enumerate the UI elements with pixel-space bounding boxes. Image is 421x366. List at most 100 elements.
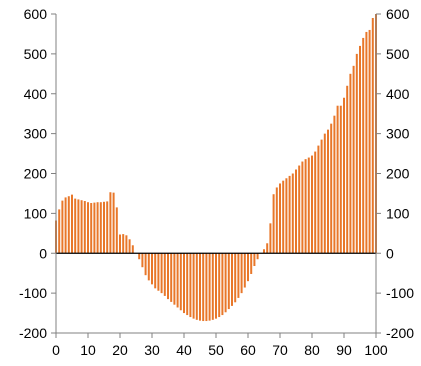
bar: [355, 53, 358, 254]
bar: [157, 253, 160, 291]
x-tick-label: 80: [304, 342, 320, 358]
bar: [327, 129, 329, 254]
bar: [275, 187, 278, 254]
bar: [186, 253, 189, 316]
bar: [362, 37, 365, 254]
bar: [131, 245, 134, 254]
bar: [119, 234, 121, 254]
bar: [61, 200, 64, 254]
bar: [359, 45, 361, 254]
bar: [240, 253, 243, 294]
bar: [163, 253, 166, 296]
bar: [77, 199, 80, 254]
x-tick-label: 30: [144, 342, 160, 358]
y-tick-label-right: -100: [386, 285, 414, 301]
bar: [218, 253, 221, 318]
bar: [320, 139, 323, 254]
bar: [307, 157, 310, 254]
bar: [279, 183, 281, 254]
bar: [349, 73, 352, 254]
bar: [192, 253, 195, 319]
x-tick-label: 90: [336, 342, 352, 358]
bar: [311, 155, 313, 254]
bar: [160, 253, 163, 294]
y-tick-label-left: 600: [24, 6, 48, 22]
bar: [58, 209, 61, 254]
bar: [71, 194, 73, 254]
y-tick-label-left: 500: [24, 46, 48, 62]
bar: [339, 105, 342, 254]
y-tick-label-right: 300: [386, 126, 410, 142]
bar: [371, 17, 374, 254]
bar: [317, 145, 320, 254]
bar: [298, 165, 301, 254]
bar: [128, 239, 131, 254]
bar: [154, 253, 157, 289]
x-tick-label: 40: [176, 342, 192, 358]
bar: [288, 175, 291, 254]
bar: [93, 202, 96, 254]
x-tick-label: 20: [112, 342, 128, 358]
bar: [183, 253, 185, 314]
y-axis-left: -200 -100 0 100 200 300 400 500 600: [19, 6, 56, 341]
bar: [365, 31, 368, 254]
bar: [323, 133, 326, 254]
bar: [243, 253, 246, 288]
bar: [125, 235, 128, 254]
bar: [237, 253, 240, 298]
bar: [64, 197, 67, 254]
bar: [282, 180, 285, 254]
y-tick-label-right: 200: [386, 166, 410, 182]
bar: [176, 253, 179, 308]
bar: [269, 223, 272, 254]
bar: [173, 253, 176, 305]
bars-group: [55, 14, 377, 322]
x-tick-label: 50: [208, 342, 224, 358]
y-tick-label-left: 200: [24, 166, 48, 182]
bar: [346, 85, 349, 254]
bar: [202, 253, 205, 322]
bar: [285, 178, 288, 254]
bar: [99, 202, 102, 254]
x-tick-label: 70: [272, 342, 288, 358]
bar: [291, 173, 294, 254]
bar: [138, 253, 141, 260]
bar: [336, 105, 339, 254]
bar: [253, 253, 256, 267]
bar: [112, 192, 115, 254]
bar: [90, 203, 93, 254]
x-tick-label: 100: [364, 342, 388, 358]
bar: [208, 253, 211, 321]
bar: [215, 253, 217, 319]
bar: [224, 253, 227, 313]
bar: [221, 253, 224, 316]
bar: [343, 97, 345, 254]
bar: [352, 65, 355, 254]
bar: [227, 253, 230, 310]
bar: [141, 253, 144, 268]
y-tick-label-right: 400: [386, 86, 410, 102]
y-tick-label-left: 300: [24, 126, 48, 142]
bar: [109, 192, 112, 254]
bar: [295, 169, 297, 254]
x-tick-label: 10: [80, 342, 96, 358]
y-tick-label-right: 100: [386, 205, 410, 221]
bar: [189, 253, 192, 318]
y-tick-label-right: 500: [386, 46, 410, 62]
bar: [272, 194, 275, 254]
bar: [96, 202, 99, 254]
bar: [195, 253, 198, 320]
bar: [314, 151, 317, 254]
y-tick-label-left: -200: [19, 325, 47, 341]
y-tick-label-right: -200: [386, 325, 414, 341]
x-tick-label: 0: [52, 342, 60, 358]
bar: [67, 196, 70, 254]
bar: [151, 253, 153, 285]
bar: [179, 253, 182, 311]
bar: [263, 249, 265, 254]
bar: [266, 243, 269, 254]
bar: [106, 201, 109, 254]
bar: [83, 201, 86, 254]
bar: [330, 123, 333, 254]
bar: [167, 253, 169, 300]
